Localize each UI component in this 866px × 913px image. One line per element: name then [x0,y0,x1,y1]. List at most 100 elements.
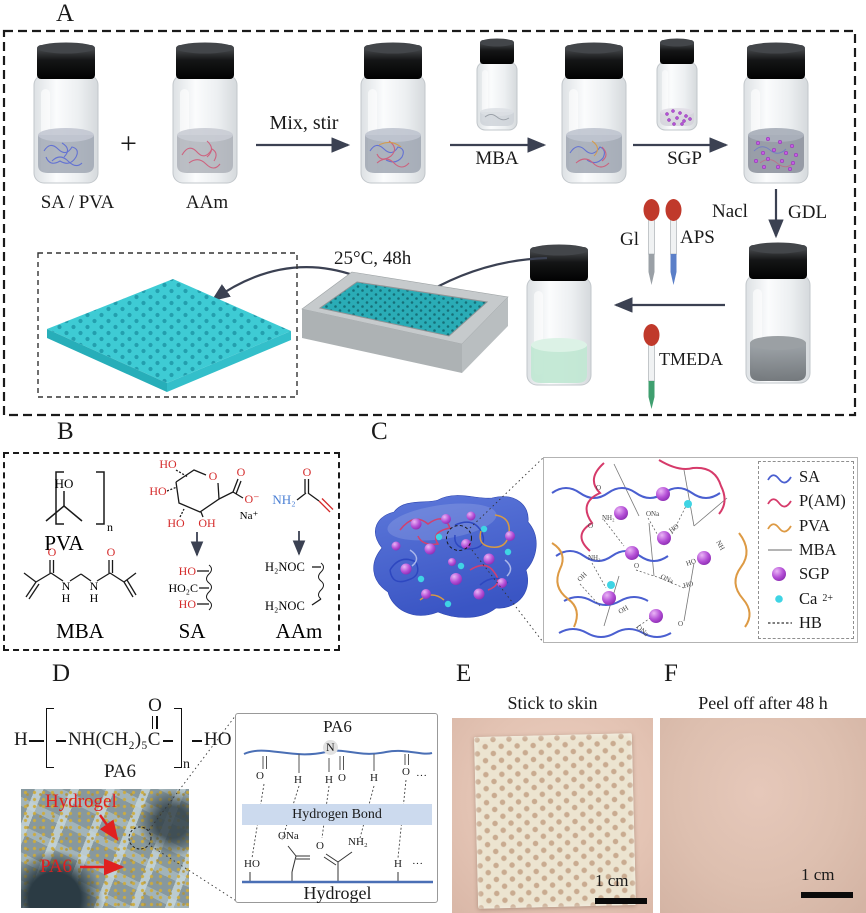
legend-item-sa: SA [766,467,853,487]
scale-bar [595,898,647,904]
ca-ions [607,500,692,589]
mold-tray [301,271,509,373]
panel-c-graphics [373,457,544,643]
sa-structure [166,469,244,611]
legend: SA P(AM) PVA MBA SGP Ca 2+ [758,461,854,639]
aam-o: O [303,465,312,479]
mba-o2: O [107,545,116,559]
sa-o-dbl: O [237,465,246,479]
sa-ho-top: HO [159,457,177,471]
legend-label: MBA [799,539,837,559]
svg-text:O: O [678,620,683,628]
plus-sign: + [120,127,137,160]
hb-pa6-title: PA6 [323,717,352,736]
tmeda-label: TMEDA [659,349,723,369]
pva-structure [45,471,105,525]
svg-text:HO: HO [682,580,694,590]
svg-text:OH: OH [617,604,630,616]
formula-n: n [183,757,190,772]
legend-item-pva: PVA [766,516,853,536]
peel-off-photo: 1 cm [660,718,866,913]
mba-h1: H [62,591,71,605]
hb-top-group: O [338,772,346,784]
gdl-label: GDL [788,202,828,223]
hb-hydrogel-title: Hydrogel [303,883,372,903]
svg-text:NH₂: NH₂ [602,514,615,522]
network-diagram: O NH₂ ONa HO O NH₂ OH ONa HO HO NH O OH … [551,459,751,639]
sa-ho-left: HO [149,484,167,498]
hydrogen-bond-box: PA6 N O H H O H O ··· Hydrogen Bond HO O… [235,713,438,903]
mba-crosslinks [603,463,728,627]
panel-d-annotations [80,714,239,903]
arrow-mold-to-sheet [211,266,357,302]
ca-ion-icon [775,594,783,603]
pva-name: PVA [44,531,84,555]
formula-carbonyl-o: O [148,695,162,716]
legend-item-ca: Ca 2+ [766,589,853,609]
sgp-particles [665,109,692,126]
bottom-skeletal-bonds [249,845,399,882]
scale-bar [801,892,853,898]
panel-e-title: Stick to skin [507,693,598,713]
panel-b-structures: HO n PVA O O N H N H MBA [23,457,334,643]
micro-pa6-label: PA6 [40,856,73,877]
pva-wave-icon [767,523,792,533]
double-bond [151,716,154,729]
right-bracket [174,708,182,768]
pa6-formula: H NH(CH₂)₅C O n HO PA6 [10,696,232,788]
mba-n2: N [90,579,99,593]
dropper-gl [643,199,660,285]
hb-ellipsis: ··· [416,770,427,782]
legend-label: Ca [799,588,818,608]
vial-sa-pva-label: SA / PVA [40,192,115,213]
mba-structure [23,560,137,600]
aam-name: AAm [276,619,323,643]
polymer-chain [43,142,83,167]
polymer-chain [389,514,512,601]
hb-bottom-group: ONa [278,830,299,842]
mba-h2: H [90,591,99,605]
panel-e-letter: E [456,660,472,687]
panel-d-letter: D [52,660,71,687]
hb-top-group: O [256,770,264,782]
mba-line-icon [768,549,792,551]
zoom-connector-top [148,714,237,831]
legend-label: PVA [799,515,830,535]
hydrogen-bonds [579,505,687,629]
stick-to-skin-photo: 1 cm [452,718,653,913]
panel-b-letter: B [57,418,74,445]
hb-bottom-group: O [316,840,324,852]
mix-stir-label: Mix, stir [269,112,339,134]
svg-text:HO: HO [668,522,681,534]
hydrogen-bond-band: Hydrogen Bond [242,804,432,825]
panel-b-border [3,452,340,651]
hb-n-atom: N [323,740,338,755]
aam-chain1: H₂NOC [265,560,305,574]
legend-label: SA [799,467,821,487]
hydrogel-sheet [47,279,291,392]
legend-label-sup: 2+ [822,593,833,605]
svg-text:OH: OH [576,571,589,584]
hb-bottom-group: HO [244,858,260,870]
mba-name: MBA [56,619,105,643]
nacl-label: Nacl [712,201,748,222]
vial-salt-gel [745,242,811,384]
microscopy-photo [21,789,189,908]
sa-chains [551,487,721,638]
sgp-spheres [602,487,711,623]
aps-label: APS [680,227,715,248]
svg-text:O: O [596,484,601,492]
sa-chain-ho2: HO [179,597,197,611]
vial-aam-label: AAm [185,192,229,213]
sa-chain-ho2c: HO₂C [168,581,198,595]
sa-o-minus: O⁻ [245,492,260,506]
pva-n: n [107,520,113,534]
mba-n1: N [62,579,71,593]
zoom-circle [446,525,472,551]
svg-text:O: O [634,562,639,570]
micro-hydrogel-label: Hydrogel [45,791,117,812]
aam-nh2: NH₂ [272,492,295,507]
panel-c-letter: C [371,418,388,445]
vial-mixed-2 [561,42,627,184]
